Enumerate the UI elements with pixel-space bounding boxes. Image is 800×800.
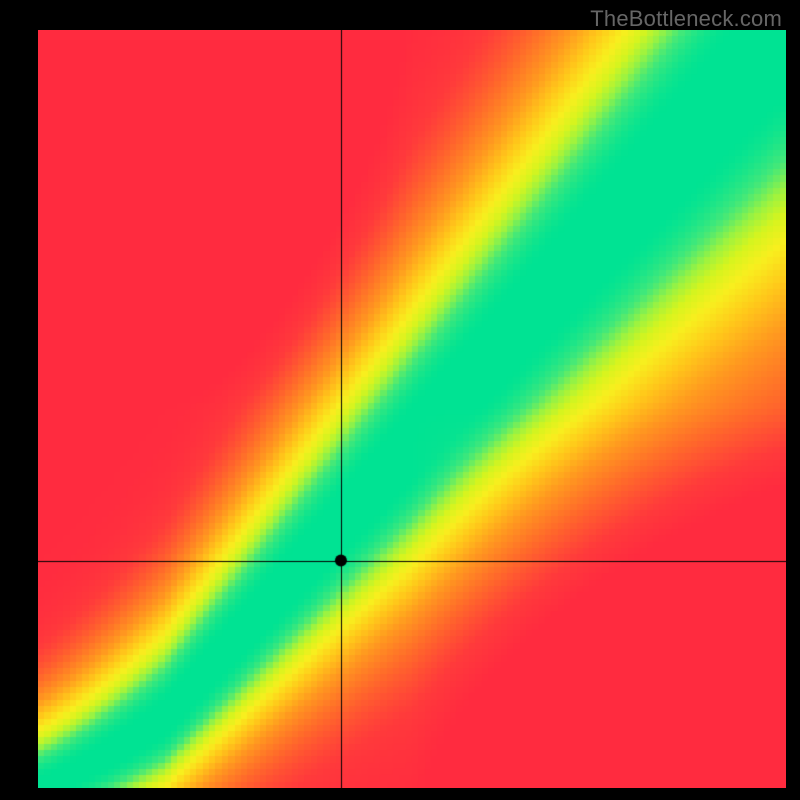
chart-container: TheBottleneck.com <box>0 0 800 800</box>
watermark-text: TheBottleneck.com <box>590 6 782 32</box>
bottleneck-heatmap <box>38 30 786 788</box>
